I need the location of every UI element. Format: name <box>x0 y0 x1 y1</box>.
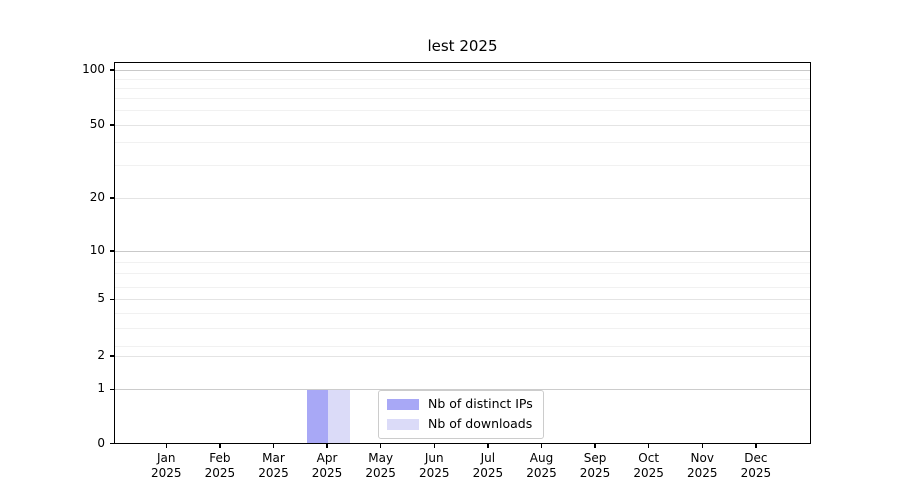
x-tick-label: Jul 2025 <box>472 450 504 481</box>
y-gridline <box>115 250 810 252</box>
y-gridline <box>115 198 810 199</box>
y-gridline <box>115 299 810 301</box>
legend-swatch-distinct-ips-icon <box>387 398 419 410</box>
y-tick-label: 20 <box>89 190 105 204</box>
y-gridline-minor <box>115 345 810 347</box>
legend-item-downloads: Nb of downloads <box>387 416 533 432</box>
y-gridline-minor <box>115 312 810 314</box>
y-tick <box>110 442 114 445</box>
y-tick-label: 2 <box>97 347 105 362</box>
x-tick <box>701 443 703 448</box>
y-gridline-minor <box>115 98 810 100</box>
x-tick <box>165 443 167 448</box>
y-tick-label: 10 <box>89 242 105 257</box>
y-gridline <box>115 70 810 71</box>
plot-area <box>114 62 811 444</box>
y-tick <box>110 124 114 126</box>
y-tick-label: 0 <box>97 435 105 450</box>
x-tick-label: Sep 2025 <box>579 450 611 481</box>
y-gridline <box>115 355 810 357</box>
x-tick-label: Nov 2025 <box>686 450 718 481</box>
y-gridline <box>115 124 810 126</box>
y-tick <box>110 69 114 71</box>
y-gridline-minor <box>115 110 810 112</box>
y-tick <box>110 355 114 357</box>
legend: Nb of distinct IPs Nb of downloads <box>378 390 544 439</box>
x-tick-label: May 2025 <box>365 450 396 481</box>
x-tick <box>594 443 596 448</box>
x-tick-label: Feb 2025 <box>204 450 236 481</box>
y-gridline-minor <box>115 261 810 263</box>
y-gridline-minor <box>115 328 810 330</box>
x-tick-label: Oct 2025 <box>633 450 664 481</box>
x-tick-label: Mar 2025 <box>258 450 289 481</box>
y-gridline-minor <box>115 142 810 144</box>
x-tick <box>380 443 382 448</box>
y-tick-label: 1 <box>97 381 105 396</box>
x-tick <box>648 443 650 448</box>
x-tick-label: Jun 2025 <box>418 450 450 481</box>
x-tick-label: Jan 2025 <box>150 450 182 481</box>
legend-label-downloads: Nb of downloads <box>428 416 533 431</box>
legend-swatch-downloads-icon <box>387 418 419 430</box>
x-tick <box>272 443 275 448</box>
bar-nb-of-downloads <box>328 388 350 443</box>
x-tick <box>540 443 543 448</box>
x-tick-label: Apr 2025 <box>311 450 343 481</box>
x-tick <box>755 443 757 448</box>
y-gridline-minor <box>115 273 810 275</box>
y-tick <box>110 250 114 252</box>
y-tick-label: 100 <box>82 62 105 76</box>
y-tick <box>110 197 114 199</box>
y-gridline-minor <box>115 164 810 166</box>
y-tick-label: 5 <box>97 291 105 306</box>
y-gridline-minor <box>115 286 810 288</box>
bar-nb-of-distinct-ips <box>306 388 329 443</box>
y-gridline-minor <box>115 78 810 80</box>
x-tick <box>326 443 328 448</box>
x-tick-label: Aug 2025 <box>526 450 557 481</box>
x-tick <box>433 443 435 448</box>
y-tick-label: 50 <box>89 116 105 131</box>
legend-item-distinct-ips: Nb of distinct IPs <box>387 396 533 412</box>
y-tick <box>110 298 114 300</box>
x-tick-label: Dec 2025 <box>740 450 772 481</box>
x-tick <box>219 443 221 448</box>
chart-title: lest 2025 <box>427 37 498 55</box>
legend-label-distinct-ips: Nb of distinct IPs <box>428 396 533 411</box>
x-tick <box>487 443 489 448</box>
y-gridline-minor <box>115 87 810 89</box>
y-tick <box>110 388 114 391</box>
